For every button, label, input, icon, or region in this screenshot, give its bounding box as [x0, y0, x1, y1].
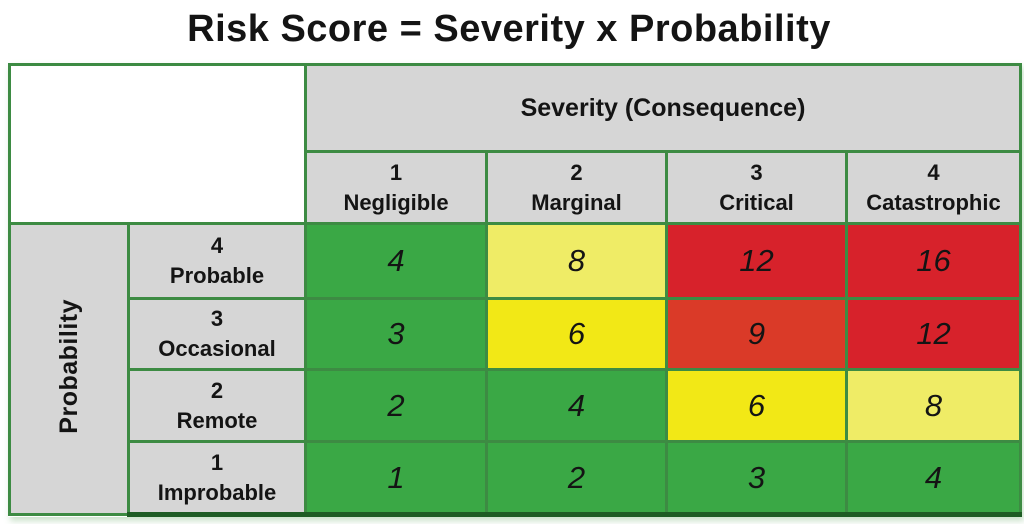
- empty-corner: [8, 63, 307, 225]
- risk-cell-occasional-critical: 9: [665, 297, 848, 371]
- column-header-label: Marginal: [531, 189, 622, 215]
- row-header-number: 3: [210, 306, 224, 332]
- column-header-negligible: 1 Negligible: [304, 150, 488, 225]
- risk-cell-remote-catastrophic: 8: [845, 368, 1022, 443]
- risk-cell-remote-negligible: 2: [304, 368, 488, 443]
- row-header-label: Remote: [176, 407, 258, 433]
- row-header-label: Probable: [169, 263, 265, 288]
- row-header-number: 2: [210, 377, 224, 403]
- risk-cell-improbable-catastrophic: 4: [845, 440, 1022, 517]
- row-header-number: 1: [210, 449, 224, 475]
- risk-cell-improbable-negligible: 1: [304, 440, 488, 517]
- page-title: Risk Score = Severity x Probability: [187, 8, 831, 50]
- risk-cell-occasional-catastrophic: 12: [845, 297, 1022, 371]
- risk-cell-occasional-negligible: 3: [304, 297, 488, 371]
- risk-cell-remote-critical: 6: [665, 368, 848, 443]
- row-header-improbable: 1 Improbable: [127, 440, 307, 517]
- row-header-label: Improbable: [157, 479, 277, 505]
- row-header-remote: 2 Remote: [127, 368, 307, 443]
- column-header-label: Critical: [719, 189, 794, 215]
- column-header-label: Catastrophic: [866, 189, 1001, 215]
- column-header-number: 3: [750, 159, 763, 185]
- column-header-marginal: 2 Marginal: [485, 150, 668, 225]
- row-header-label: Occasional: [158, 336, 276, 361]
- risk-cell-probable-marginal: 8: [485, 222, 668, 300]
- severity-axis-header: Severity (Consequence): [304, 63, 1022, 153]
- row-header-number: 4: [210, 233, 224, 259]
- column-header-catastrophic: 4 Catastrophic: [845, 150, 1022, 225]
- risk-matrix-table: Severity (Consequence) 1 Negligible 2 Ma…: [8, 63, 1022, 517]
- risk-cell-probable-negligible: 4: [304, 222, 488, 300]
- column-header-critical: 3 Critical: [665, 150, 848, 225]
- risk-cell-improbable-marginal: 2: [485, 440, 668, 517]
- risk-cell-probable-catastrophic: 16: [845, 222, 1022, 300]
- risk-cell-probable-critical: 12: [665, 222, 848, 300]
- column-header-label: Negligible: [343, 189, 449, 215]
- risk-cell-improbable-critical: 3: [665, 440, 848, 517]
- risk-cell-occasional-marginal: 6: [485, 297, 668, 371]
- column-header-number: 4: [927, 159, 940, 185]
- risk-cell-remote-marginal: 4: [485, 368, 668, 443]
- probability-axis-label: Probability: [54, 299, 83, 434]
- row-header-probable: 4 Probable: [127, 222, 307, 300]
- probability-axis-header: Probability: [8, 222, 130, 516]
- row-header-occasional: 3 Occasional: [127, 297, 307, 371]
- column-header-number: 2: [570, 159, 583, 185]
- column-header-number: 1: [389, 159, 403, 185]
